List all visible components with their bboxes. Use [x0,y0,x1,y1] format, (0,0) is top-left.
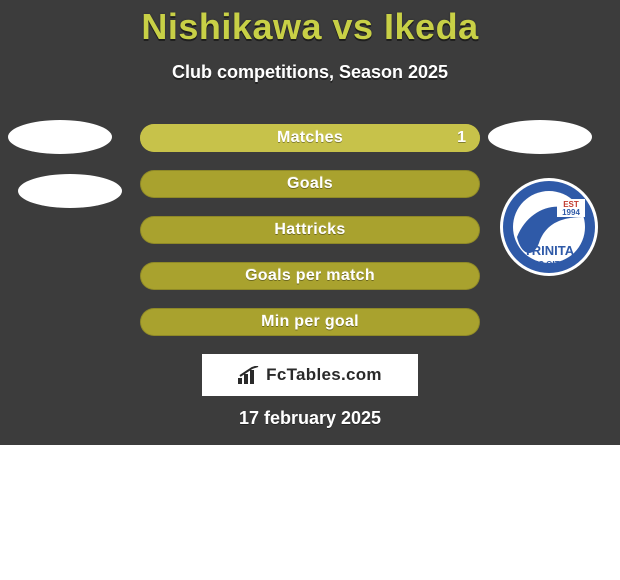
stat-bar-label: Goals [140,170,480,198]
generated-date: 17 february 2025 [0,408,620,429]
team-left-avatar [18,174,122,208]
stat-bar-label: Matches [140,124,480,152]
stat-bars: Matches1 Goals Hattricks Goals per match Min… [140,124,480,354]
svg-text:1994: 1994 [562,208,580,217]
stat-bar: Min per goal [140,308,480,336]
stat-bar: Goals per match [140,262,480,290]
player-left-avatar [8,120,112,154]
stat-bar: Hattricks [140,216,480,244]
fctables-icon [238,366,260,384]
svg-text:TRINITA: TRINITA [524,243,575,258]
svg-text:FC OITA: FC OITA [533,260,565,269]
stat-bar-label: Hattricks [140,216,480,244]
fctables-label: FcTables.com [266,365,382,385]
stat-bar-right-value: 1 [457,124,466,152]
club-badge-icon: EST 1994 TRINITA FC OITA [499,177,599,277]
stat-bar-label: Min per goal [140,308,480,336]
stat-bar: Goals [140,170,480,198]
subtitle: Club competitions, Season 2025 [0,62,620,83]
fctables-watermark: FcTables.com [202,354,418,396]
page-title: Nishikawa vs Ikeda [0,6,620,48]
stat-bar-label: Goals per match [140,262,480,290]
comparison-card: Nishikawa vs Ikeda Club competitions, Se… [0,0,620,445]
player-right-avatar [488,120,592,154]
stat-bar: Matches1 [140,124,480,152]
team-right-badge: EST 1994 TRINITA FC OITA [499,177,599,277]
